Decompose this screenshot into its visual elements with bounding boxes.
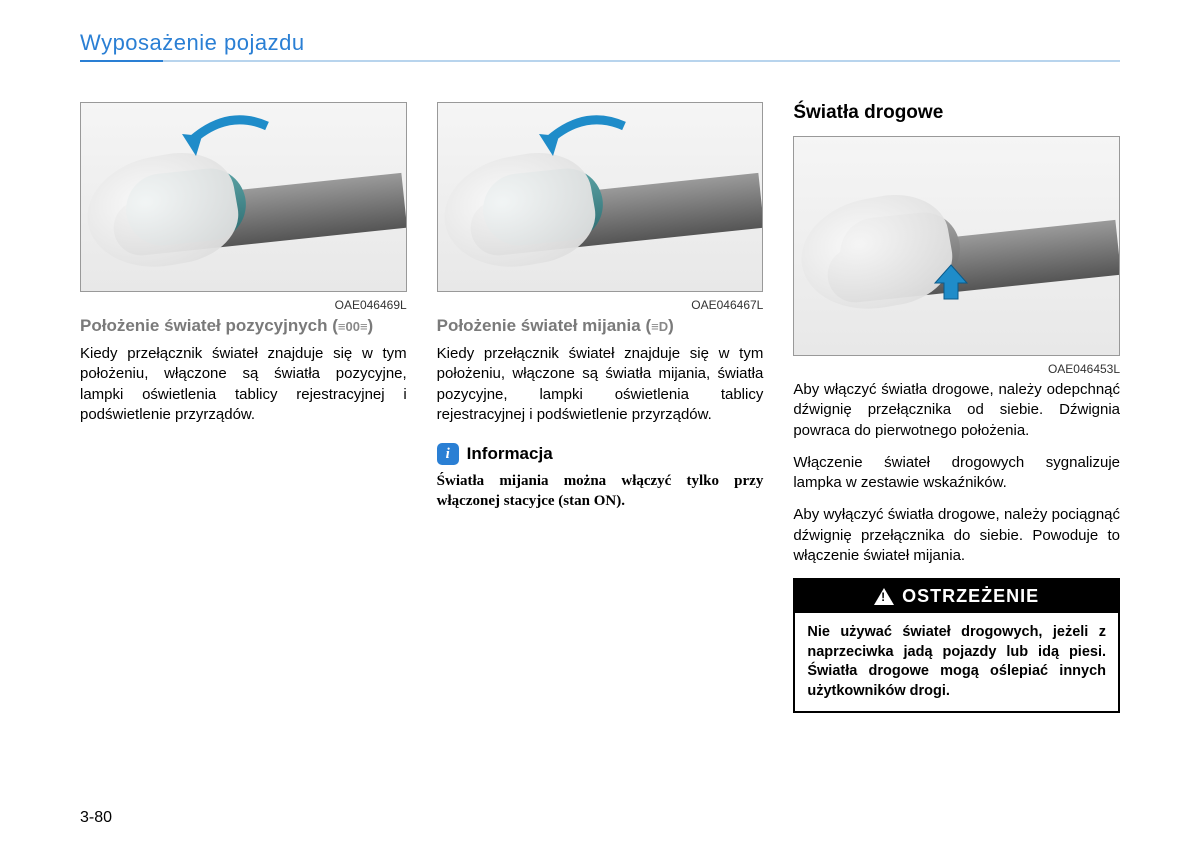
body-highbeam-3: Aby wyłączyć światła drogowe, należy poc… [793, 505, 1120, 566]
body-highbeam-1: Aby włączyć światła drogowe, należy odep… [793, 380, 1120, 441]
low-beam-icon: ≡D [651, 319, 668, 334]
column-1: OAE046469L Położenie świateł pozycyjnych… [80, 102, 407, 713]
warning-header: OSTRZEŻENIE [795, 580, 1118, 613]
header-rule [80, 60, 1120, 62]
warning-triangle-icon [874, 588, 894, 605]
column-3: Światła drogowe OAE046453L Aby włączyć ś… [793, 102, 1120, 713]
warning-box: OSTRZEŻENIE Nie używać świateł drogowych… [793, 578, 1120, 713]
subheading-lowbeam: Położenie świateł mijania (≡D) [437, 316, 764, 336]
subhead-close: ) [368, 316, 374, 335]
subhead-close: ) [668, 316, 674, 335]
info-text: Światła mijania można włączyć tylko przy… [437, 471, 764, 512]
image-code: OAE046453L [793, 362, 1120, 376]
page-number: 3-80 [80, 809, 112, 827]
image-code: OAE046467L [437, 298, 764, 312]
warning-title: OSTRZEŻENIE [902, 586, 1039, 607]
content-columns: OAE046469L Położenie świateł pozycyjnych… [80, 102, 1120, 713]
subheading-highbeam: Światła drogowe [793, 102, 1120, 124]
info-heading-row: i Informacja [437, 443, 764, 465]
image-code: OAE046469L [80, 298, 407, 312]
figure-high-beam [793, 136, 1120, 356]
rotate-arrow-icon [172, 114, 282, 164]
warning-body: Nie używać świateł drogowych, jeżeli z n… [795, 613, 1118, 711]
body-lowbeam: Kiedy przełącznik świateł znajduje się w… [437, 344, 764, 425]
body-highbeam-2: Włączenie świateł drogowych sygnalizuje … [793, 453, 1120, 494]
figure-low-beam [437, 102, 764, 292]
subhead-text: Położenie świateł mijania ( [437, 316, 651, 335]
figure-parking-lights [80, 102, 407, 292]
subheading-parking: Położenie świateł pozycyjnych (≡00≡) [80, 316, 407, 336]
info-label: Informacja [467, 444, 553, 464]
rotate-arrow-icon [529, 114, 639, 164]
body-parking: Kiedy przełącznik świateł znajduje się w… [80, 344, 407, 425]
section-header: Wyposażenie pojazdu [80, 30, 1120, 56]
info-icon: i [437, 443, 459, 465]
parking-light-icon: ≡00≡ [338, 319, 368, 334]
column-2: OAE046467L Położenie świateł mijania (≡D… [437, 102, 764, 713]
subhead-text: Położenie świateł pozycyjnych ( [80, 316, 338, 335]
push-arrow-icon [931, 263, 971, 303]
